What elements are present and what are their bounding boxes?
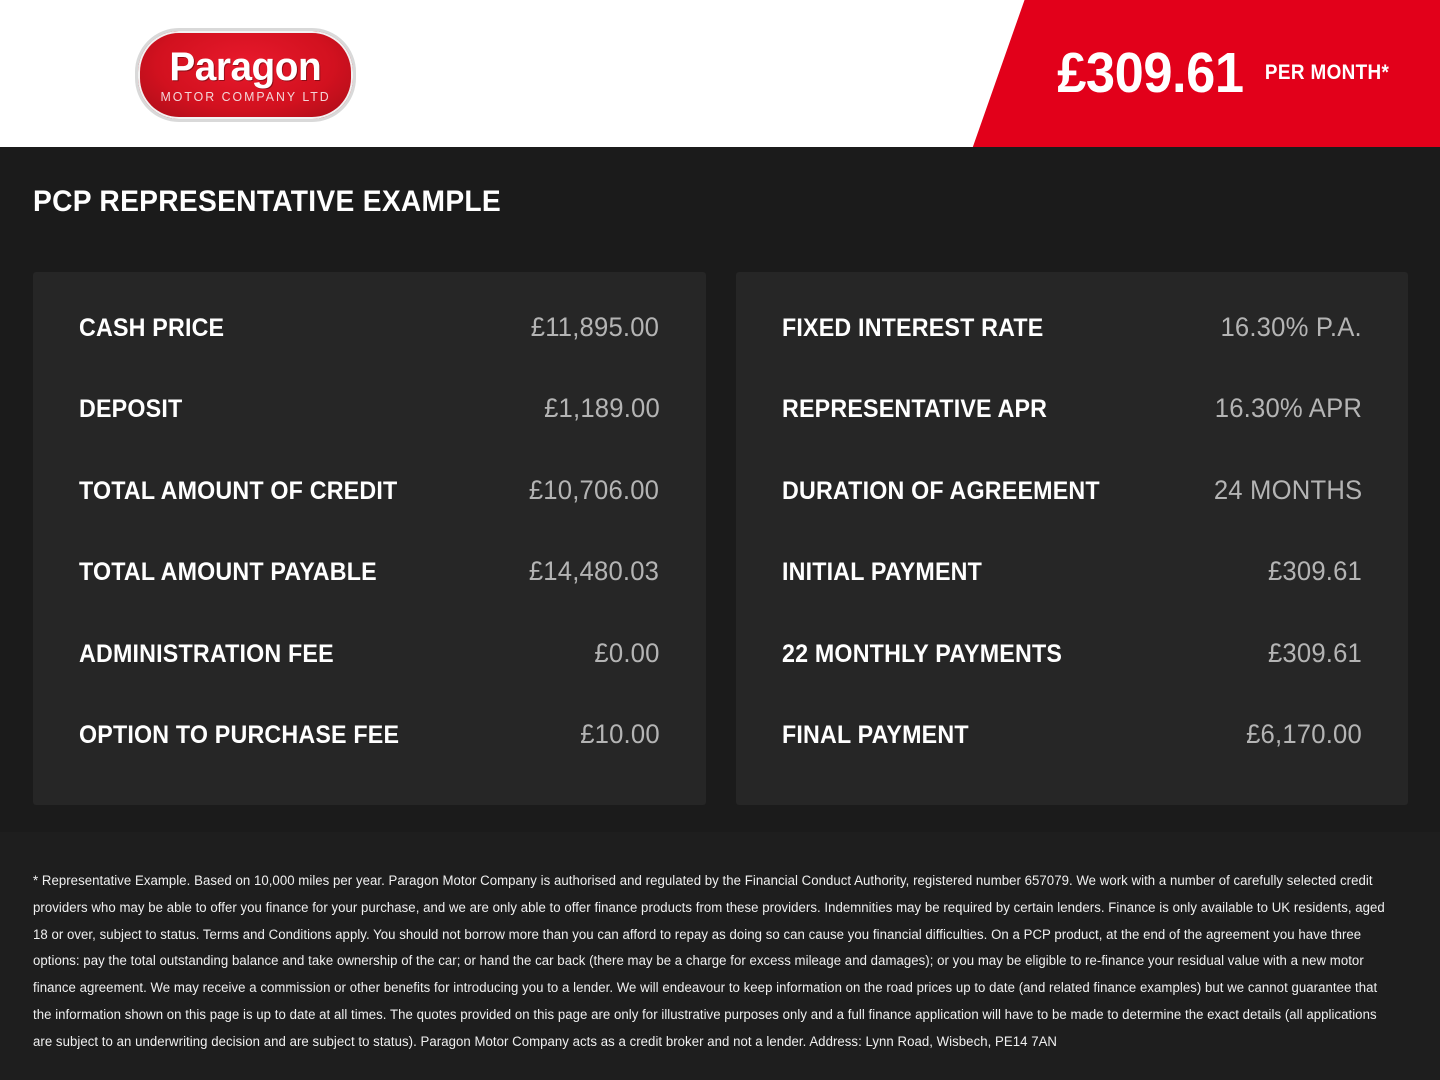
price-banner-shape — [972, 0, 1440, 147]
row-label: CASH PRICE — [79, 314, 225, 342]
monthly-price-banner: £309.61 PER MONTH* — [1041, 0, 1396, 147]
table-row: 22 MONTHLY PAYMENTS £309.61 — [782, 638, 1363, 684]
table-row: FIXED INTEREST RATE 16.30% P.A. — [782, 312, 1363, 358]
table-row: CASH PRICE £11,895.00 — [79, 312, 660, 358]
logo-company-name: Paragon — [169, 44, 322, 89]
paragon-logo[interactable]: Paragon MOTOR COMPANY LTD — [135, 28, 356, 122]
row-value: £14,480.03 — [529, 556, 660, 587]
table-row: OPTION TO PURCHASE FEE £10.00 — [79, 719, 660, 765]
row-label: TOTAL AMOUNT PAYABLE — [79, 558, 377, 587]
logo-company-subtitle: MOTOR COMPANY LTD — [160, 88, 331, 104]
table-row: INITIAL PAYMENT £309.61 — [782, 556, 1363, 602]
page-title: PCP REPRESENTATIVE EXAMPLE — [33, 185, 502, 218]
row-value: £6,170.00 — [1246, 718, 1362, 749]
table-row: DURATION OF AGREEMENT 24 MONTHS — [782, 475, 1363, 521]
table-row: ADMINISTRATION FEE £0.00 — [79, 638, 660, 684]
footer-disclaimer-section: * Representative Example. Based on 10,00… — [0, 832, 1440, 1080]
row-value: 24 MONTHS — [1213, 474, 1362, 505]
row-label: 22 MONTHLY PAYMENTS — [781, 639, 1062, 668]
monthly-price-amount: £309.61 — [1057, 41, 1244, 105]
row-label: ADMINISTRATION FEE — [79, 639, 334, 668]
row-value: 16.30% APR — [1214, 393, 1362, 424]
row-label: DEPOSIT — [79, 395, 183, 424]
monthly-price-period-label: PER MONTH* — [1264, 60, 1390, 84]
row-label: TOTAL AMOUNT OF CREDIT — [79, 476, 398, 505]
table-row: REPRESENTATIVE APR 16.30% APR — [782, 393, 1363, 439]
row-value: £11,895.00 — [531, 312, 660, 342]
page-header: Paragon MOTOR COMPANY LTD £309.61 PER MO… — [0, 0, 1440, 147]
table-row: TOTAL AMOUNT PAYABLE £14,480.03 — [79, 556, 660, 602]
left-details-card: CASH PRICE £11,895.00 DEPOSIT £1,189.00 … — [33, 272, 706, 805]
row-label: FIXED INTEREST RATE — [781, 314, 1043, 342]
row-value: £1,189.00 — [543, 393, 660, 424]
row-value: £10,706.00 — [529, 474, 660, 505]
table-row: TOTAL AMOUNT OF CREDIT £10,706.00 — [79, 475, 660, 521]
table-row: DEPOSIT £1,189.00 — [79, 393, 660, 439]
row-value: 16.30% P.A. — [1220, 312, 1362, 342]
row-label: REPRESENTATIVE APR — [781, 395, 1047, 424]
row-value: £0.00 — [594, 637, 660, 668]
row-value: £309.61 — [1267, 556, 1362, 587]
representative-example-cards: CASH PRICE £11,895.00 DEPOSIT £1,189.00 … — [33, 272, 1408, 805]
row-label: FINAL PAYMENT — [781, 720, 969, 749]
right-details-card: FIXED INTEREST RATE 16.30% P.A. REPRESEN… — [735, 272, 1408, 805]
row-value: £10.00 — [579, 718, 660, 749]
row-label: INITIAL PAYMENT — [781, 558, 982, 587]
row-label: DURATION OF AGREEMENT — [781, 476, 1100, 505]
table-row: FINAL PAYMENT £6,170.00 — [782, 719, 1363, 765]
disclaimer-text: * Representative Example. Based on 10,00… — [33, 873, 1385, 1049]
row-label: OPTION TO PURCHASE FEE — [79, 720, 400, 749]
row-value: £309.61 — [1267, 637, 1362, 668]
